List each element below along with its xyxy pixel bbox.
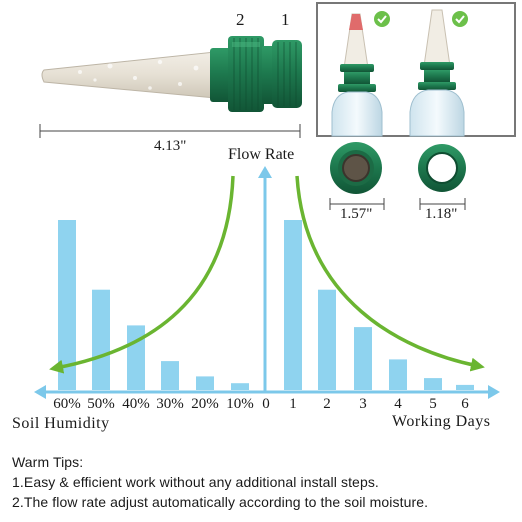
check-circle-icon xyxy=(452,11,468,27)
flow-rate-label: Flow Rate xyxy=(228,146,295,163)
tick-label-days-5: 6 xyxy=(461,396,469,412)
inner-diameter-label: 1.18" xyxy=(425,206,458,222)
tick-label-humidity-1: 50% xyxy=(87,396,115,412)
curve-soil-humidity xyxy=(49,175,235,374)
bar-humidity-4 xyxy=(196,376,214,390)
tick-label-humidity-0: 60% xyxy=(53,396,81,412)
tick-label-days-1: 2 xyxy=(323,396,331,412)
tick-label-days-3: 4 xyxy=(394,396,402,412)
tick-label-humidity-5: 10% xyxy=(226,396,254,412)
tick-label-days-4: 5 xyxy=(429,396,437,412)
bar-humidity-0 xyxy=(58,220,76,390)
tip-line: 2.The flow rate adjust automatically acc… xyxy=(12,494,429,510)
tick-label-humidity-4: 20% xyxy=(191,396,219,412)
chart-axes xyxy=(34,166,500,399)
bar-humidity-2 xyxy=(127,325,145,390)
bars-soil-humidity xyxy=(58,220,249,390)
tips-title: Warm Tips: xyxy=(12,454,84,470)
bar-humidity-3 xyxy=(161,361,179,390)
axis-label-working-days: Working Days xyxy=(392,413,491,430)
tick-label-humidity-3: 30% xyxy=(156,396,184,412)
bar-humidity-5 xyxy=(231,383,249,390)
tick-label-origin: 0 xyxy=(262,396,270,412)
bar-days-3 xyxy=(389,359,407,390)
diameter-dimension-lines xyxy=(329,198,466,210)
bar-humidity-1 xyxy=(92,289,110,390)
cap-end-view-inner xyxy=(418,144,466,192)
tick-label-days-2: 3 xyxy=(359,396,367,412)
tick-label-humidity-2: 40% xyxy=(122,396,150,412)
bars-working-days xyxy=(284,220,474,390)
bar-days-5 xyxy=(456,384,474,390)
bar-days-2 xyxy=(354,327,372,390)
part-number-1: 1 xyxy=(281,10,290,29)
length-dimension-line xyxy=(39,124,301,138)
bar-days-1 xyxy=(318,289,336,390)
warm-tips: Warm Tips: 1.Easy & efficient work witho… xyxy=(12,452,428,512)
bar-days-0 xyxy=(284,220,302,390)
part-number-2: 2 xyxy=(236,10,245,29)
tick-label-days-0: 1 xyxy=(289,396,297,412)
bottle-demo-panel xyxy=(316,2,516,137)
bar-days-4 xyxy=(424,378,442,390)
outer-diameter-label: 1.57" xyxy=(340,206,373,222)
curve-working-days xyxy=(295,175,485,372)
tip-line: 1.Easy & efficient work without any addi… xyxy=(12,474,379,490)
ceramic-spike-image xyxy=(41,36,302,112)
axis-label-soil-humidity: Soil Humidity xyxy=(12,415,110,432)
spike-length-label: 4.13" xyxy=(154,138,187,154)
cap-end-view-outer xyxy=(330,142,382,194)
check-circle-icon xyxy=(374,11,390,27)
